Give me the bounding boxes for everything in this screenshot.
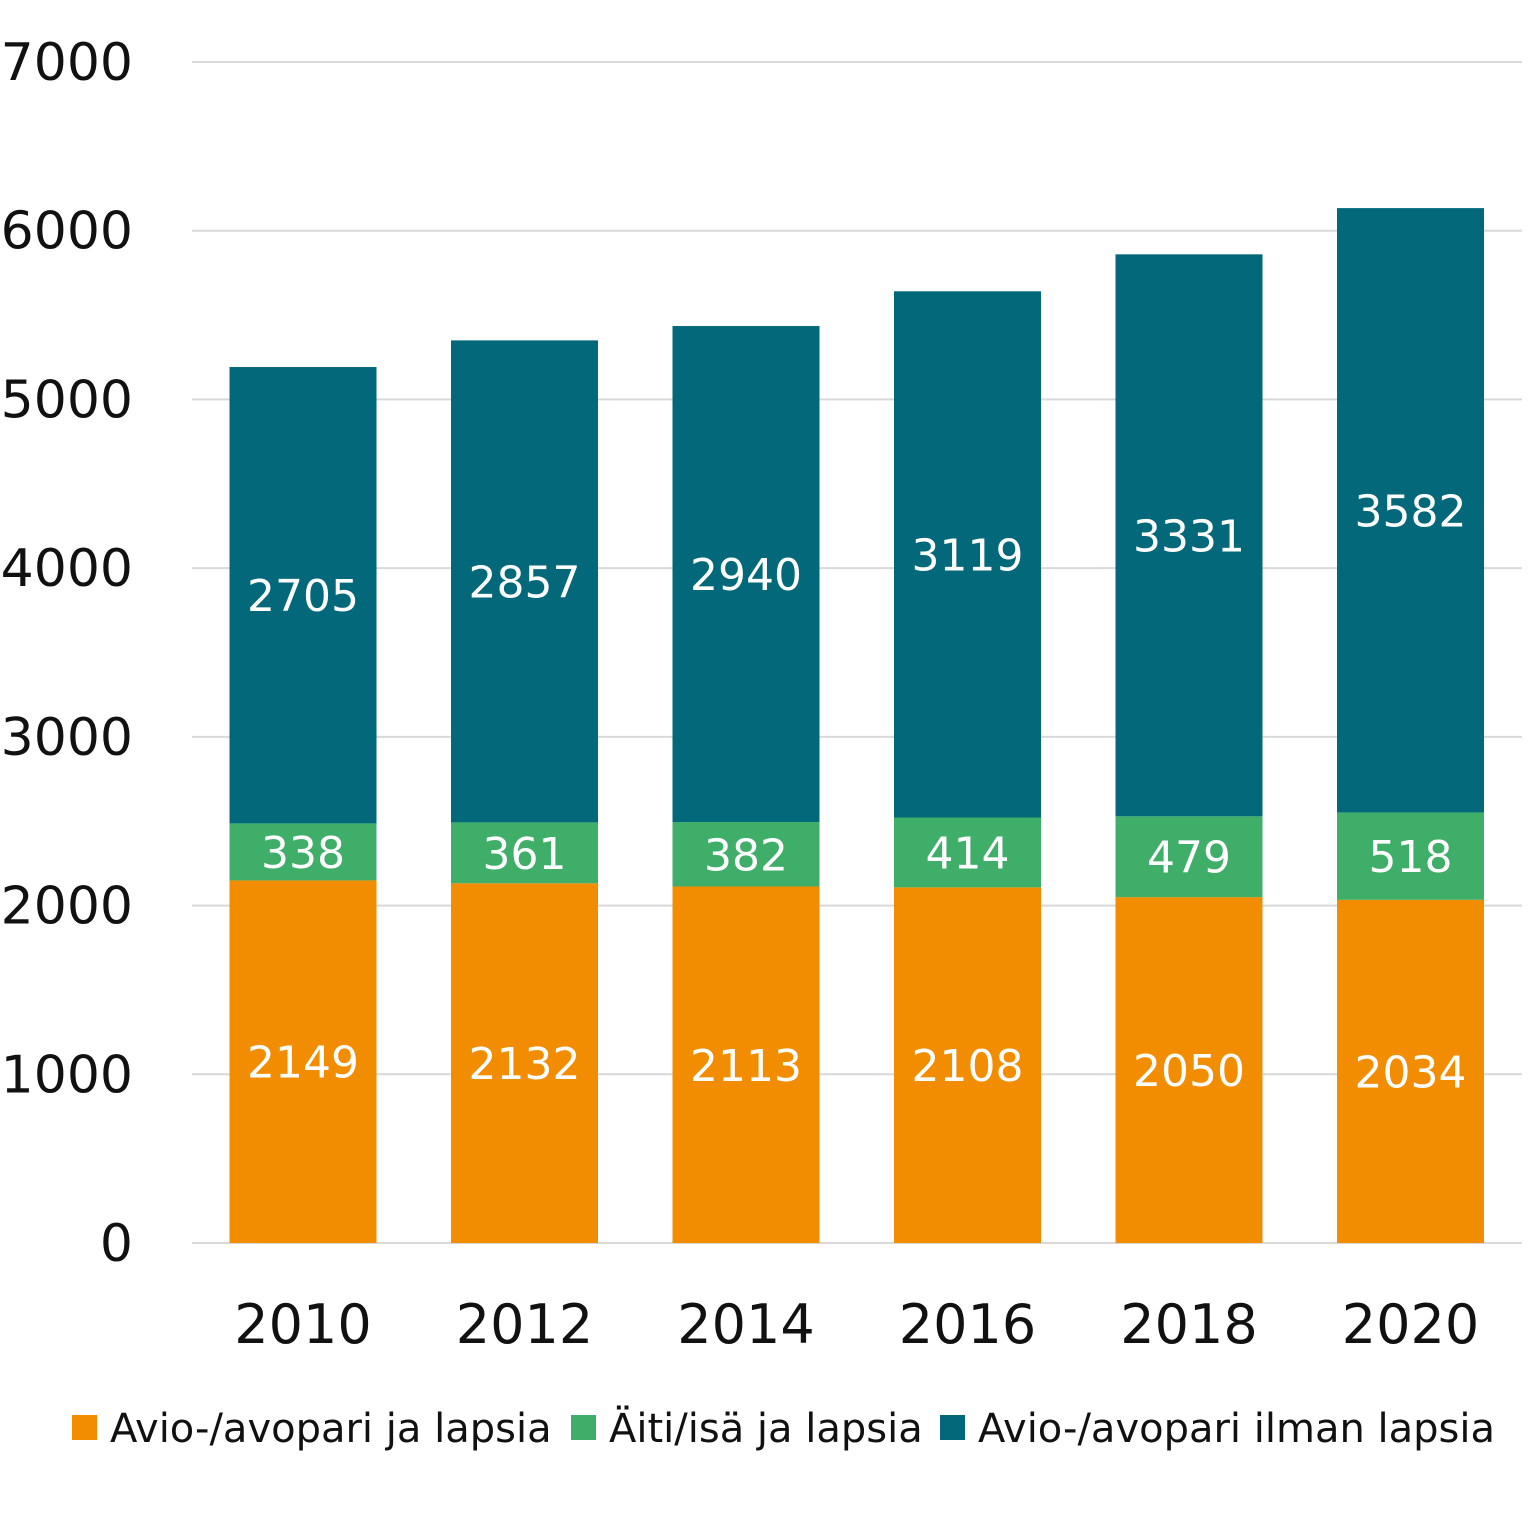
y-tick-label: 2000	[1, 877, 133, 937]
bars: 2149 338 2705 2132 361 2857 2113 382 2940 2108 414…	[229, 208, 1484, 1243]
x-axis: 2010 2012 2014 2016 2018 2020	[234, 1293, 1479, 1356]
bar-segment	[894, 291, 1041, 818]
y-tick-label: 4000	[1, 539, 133, 599]
bar-segment	[451, 822, 598, 884]
data-label: 414	[926, 828, 1010, 879]
x-tick-label: 2018	[1120, 1293, 1257, 1356]
data-label: 2034	[1355, 1047, 1467, 1098]
data-label: 382	[704, 830, 788, 881]
gridlines	[192, 61, 1522, 1244]
bar-segment	[1115, 897, 1263, 1243]
legend-label: Avio-/avopari ilman lapsia	[978, 1406, 1495, 1452]
x-tick-label: 2016	[899, 1293, 1036, 1356]
data-label: 2705	[247, 571, 359, 622]
x-tick-label: 2020	[1342, 1293, 1479, 1356]
bar-segment	[229, 367, 377, 824]
legend-label: Avio-/avopari ja lapsia	[110, 1406, 552, 1452]
x-tick-label: 2010	[234, 1293, 371, 1356]
data-label: 2108	[912, 1041, 1024, 1092]
data-label: 479	[1147, 833, 1231, 884]
legend-swatch	[72, 1415, 97, 1440]
legend-swatch	[940, 1415, 965, 1440]
bar-segment	[451, 883, 598, 1243]
data-label: 518	[1369, 832, 1453, 883]
data-label: 338	[261, 828, 345, 879]
bar-segment	[894, 887, 1041, 1243]
data-label: 2132	[469, 1039, 581, 1090]
bar-segment	[672, 822, 820, 887]
legend-swatch	[571, 1415, 596, 1440]
legend-label: Äiti/isä ja lapsia	[609, 1404, 923, 1452]
data-label: 3331	[1133, 511, 1245, 562]
bar-segment	[672, 886, 820, 1243]
legend: Avio-/avopari ja lapsia Äiti/isä ja lapsi…	[72, 1404, 1495, 1452]
x-tick-label: 2012	[456, 1293, 593, 1356]
bar-segment	[1337, 899, 1484, 1243]
bar-segment	[451, 340, 598, 823]
y-axis: 0 1000 2000 3000 4000 5000 6000 7000	[1, 33, 133, 1274]
data-label: 3119	[912, 530, 1024, 581]
y-tick-label: 0	[100, 1214, 133, 1274]
y-tick-label: 1000	[1, 1045, 133, 1105]
y-tick-label: 3000	[1, 708, 133, 768]
data-label: 361	[483, 829, 567, 880]
data-label: 2113	[690, 1041, 802, 1092]
data-label: 2940	[690, 550, 802, 601]
bar-segment	[229, 823, 377, 881]
y-tick-label: 6000	[1, 202, 133, 262]
data-label: 2050	[1133, 1046, 1245, 1097]
bar-segment	[672, 326, 820, 823]
data-label: 2857	[469, 557, 581, 608]
data-label: 2149	[247, 1038, 359, 1089]
data-label: 3582	[1355, 486, 1467, 537]
bar-segment	[1337, 812, 1484, 900]
y-tick-label: 5000	[1, 370, 133, 430]
bar-segment	[1115, 254, 1263, 817]
bar-segment	[894, 817, 1041, 888]
bar-segment	[229, 880, 377, 1243]
bar-segment	[1337, 208, 1484, 813]
bar-segment	[1115, 816, 1263, 898]
y-tick-label: 7000	[1, 33, 133, 93]
x-tick-label: 2014	[677, 1293, 814, 1356]
